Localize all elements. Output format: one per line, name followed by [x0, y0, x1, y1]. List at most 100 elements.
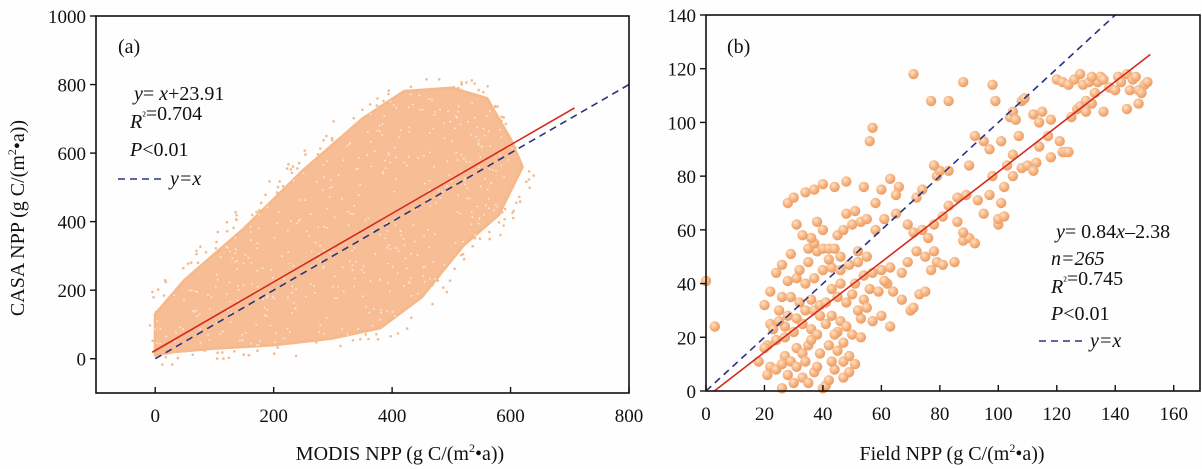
data-point [952, 192, 963, 203]
point [294, 354, 298, 358]
data-point [1086, 71, 1098, 83]
point [428, 278, 431, 280]
data-point [791, 313, 802, 324]
point [330, 137, 334, 140]
data-point [996, 136, 1007, 147]
point [475, 135, 477, 138]
point [428, 180, 431, 182]
point [455, 115, 457, 118]
data-point [890, 208, 902, 219]
point [488, 100, 491, 103]
point [384, 237, 387, 240]
point [276, 346, 280, 349]
point [511, 216, 515, 220]
x-tick-label: 200 [259, 406, 288, 427]
point [496, 105, 499, 108]
point [373, 150, 376, 153]
point [459, 88, 463, 92]
point [190, 289, 193, 292]
data-point [1042, 130, 1054, 142]
point [194, 290, 197, 293]
point [310, 250, 313, 253]
x-tick-label: 160 [1159, 404, 1188, 425]
point [215, 240, 218, 244]
point [238, 339, 241, 342]
data-point [923, 232, 934, 244]
data-point [826, 283, 837, 295]
point [515, 201, 518, 205]
data-point [800, 356, 811, 367]
point [507, 158, 510, 161]
panel-b-x-axis-title: Field NPP (g C/(m2•a)) [859, 441, 1044, 465]
data-point [791, 273, 802, 284]
point [286, 229, 289, 232]
panel-a-y-ticks: 0 200 400 600 800 1000 [48, 7, 96, 371]
point [216, 230, 220, 234]
point [195, 249, 198, 253]
panel-a-fit-line [151, 107, 575, 353]
data-point [858, 294, 869, 305]
data-point [829, 181, 840, 193]
point [352, 285, 355, 288]
point [482, 127, 485, 130]
point [391, 311, 394, 313]
point [319, 147, 322, 150]
data-point [823, 254, 834, 265]
data-point [1034, 117, 1045, 128]
panel-a-x-axis-title: MODIS NPP (g C/(m2•a)) [296, 441, 504, 465]
point [241, 339, 244, 342]
point [409, 93, 412, 96]
data-point [896, 267, 907, 278]
point [183, 299, 185, 302]
point [302, 172, 305, 175]
point [274, 332, 277, 334]
point [331, 186, 333, 189]
data-point [902, 256, 913, 268]
data-point [928, 160, 940, 171]
point [422, 266, 425, 269]
point [199, 245, 202, 248]
point [456, 159, 459, 161]
data-point [864, 136, 875, 147]
data-point [937, 259, 948, 270]
point [182, 266, 185, 270]
data-point [762, 369, 773, 381]
point [332, 120, 336, 123]
data-point [911, 246, 922, 257]
point [447, 110, 449, 113]
panel-b-n: n=265 [1051, 248, 1105, 270]
point [502, 224, 505, 227]
point [351, 264, 354, 267]
point [502, 116, 506, 119]
data-point [844, 367, 855, 378]
point [318, 331, 321, 333]
point [289, 168, 293, 171]
point [196, 315, 198, 317]
point [384, 167, 387, 170]
point [504, 122, 508, 126]
point [155, 342, 158, 344]
point [387, 152, 390, 154]
point [435, 201, 438, 204]
data-point [1110, 85, 1121, 96]
data-point [852, 305, 864, 316]
point [459, 123, 462, 126]
data-point [826, 262, 837, 273]
point [323, 176, 325, 179]
point [442, 286, 445, 289]
point [460, 81, 463, 84]
point [268, 180, 271, 183]
point [163, 278, 167, 282]
x-tick-label: 0 [701, 404, 711, 425]
point [249, 231, 252, 233]
point [376, 129, 379, 132]
point [325, 134, 328, 138]
point [457, 110, 459, 113]
point [353, 246, 356, 249]
data-point [876, 264, 887, 276]
point [342, 290, 345, 293]
point [399, 230, 402, 232]
point [322, 338, 326, 341]
data-point [1136, 87, 1147, 99]
point [256, 349, 259, 353]
